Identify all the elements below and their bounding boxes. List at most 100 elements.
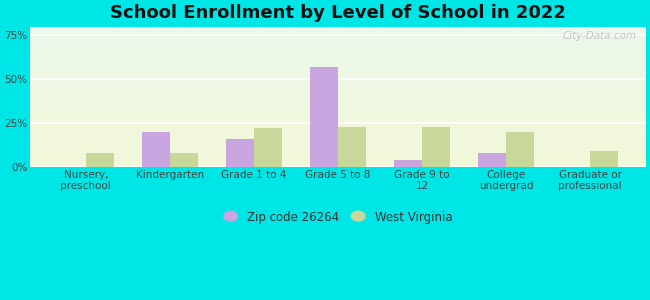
Bar: [30, 113, 646, 115]
Bar: [30, 76, 646, 77]
Bar: [30, 135, 646, 136]
Bar: [30, 53, 646, 55]
Bar: [30, 92, 646, 94]
Bar: [30, 67, 646, 69]
Bar: [30, 132, 646, 133]
Bar: [30, 140, 646, 142]
Bar: [30, 32, 646, 34]
Bar: [170, 153, 198, 167]
Bar: [30, 157, 646, 158]
Bar: [30, 40, 646, 42]
Title: School Enrollment by Level of School in 2022: School Enrollment by Level of School in …: [110, 4, 566, 22]
Bar: [30, 29, 646, 31]
Bar: [30, 137, 646, 139]
Bar: [30, 126, 646, 128]
Bar: [30, 147, 646, 148]
Bar: [30, 28, 646, 29]
Bar: [30, 82, 646, 84]
Bar: [30, 85, 646, 87]
Bar: [30, 49, 646, 50]
Bar: [30, 71, 646, 73]
Bar: [395, 160, 422, 167]
Bar: [30, 163, 646, 164]
Bar: [30, 90, 646, 91]
Bar: [30, 109, 646, 111]
Bar: [30, 108, 646, 109]
Bar: [30, 34, 646, 35]
Bar: [30, 156, 646, 157]
Bar: [30, 59, 646, 60]
Bar: [30, 130, 646, 132]
Bar: [30, 88, 646, 90]
Bar: [30, 56, 646, 57]
Bar: [30, 57, 646, 59]
Bar: [30, 164, 646, 166]
Bar: [30, 66, 646, 67]
Bar: [226, 139, 254, 167]
Bar: [30, 39, 646, 40]
Bar: [30, 64, 646, 66]
Bar: [30, 63, 646, 64]
Bar: [30, 97, 646, 98]
Bar: [30, 45, 646, 46]
Bar: [422, 127, 450, 167]
Bar: [30, 112, 646, 113]
Bar: [30, 73, 646, 74]
Bar: [30, 139, 646, 140]
Bar: [30, 42, 646, 43]
Bar: [590, 151, 618, 167]
Bar: [30, 133, 646, 135]
Bar: [30, 150, 646, 152]
Bar: [30, 80, 646, 81]
Bar: [30, 50, 646, 52]
Bar: [30, 87, 646, 88]
Bar: [30, 161, 646, 163]
Bar: [30, 146, 646, 147]
Bar: [30, 81, 646, 83]
Bar: [30, 48, 646, 49]
Bar: [30, 102, 646, 104]
Bar: [30, 154, 646, 156]
Bar: [30, 52, 646, 53]
Bar: [30, 101, 646, 102]
Bar: [30, 158, 646, 160]
Bar: [254, 128, 281, 167]
Bar: [30, 153, 646, 154]
Bar: [30, 36, 646, 38]
Bar: [30, 98, 646, 100]
Bar: [30, 128, 646, 129]
Bar: [142, 132, 170, 167]
Bar: [86, 153, 114, 167]
Bar: [30, 116, 646, 118]
Bar: [30, 31, 646, 32]
Bar: [30, 100, 646, 101]
Bar: [30, 91, 646, 92]
Bar: [338, 127, 366, 167]
Bar: [506, 132, 534, 167]
Bar: [30, 160, 646, 161]
Bar: [30, 60, 646, 62]
Bar: [30, 105, 646, 106]
Bar: [30, 43, 646, 45]
Bar: [30, 111, 646, 112]
Bar: [30, 104, 646, 105]
Bar: [30, 94, 646, 95]
Bar: [30, 121, 646, 122]
Bar: [30, 61, 646, 63]
Bar: [30, 26, 646, 28]
Bar: [30, 38, 646, 39]
Bar: [30, 106, 646, 108]
Bar: [30, 125, 646, 126]
Bar: [30, 84, 646, 86]
Bar: [30, 166, 646, 167]
Bar: [30, 95, 646, 97]
Text: City-Data.com: City-Data.com: [562, 31, 636, 41]
Bar: [30, 119, 646, 121]
Bar: [30, 69, 646, 70]
Bar: [30, 55, 646, 56]
Bar: [30, 152, 646, 153]
Bar: [30, 123, 646, 125]
Bar: [30, 142, 646, 143]
Bar: [30, 35, 646, 36]
Bar: [30, 122, 646, 123]
